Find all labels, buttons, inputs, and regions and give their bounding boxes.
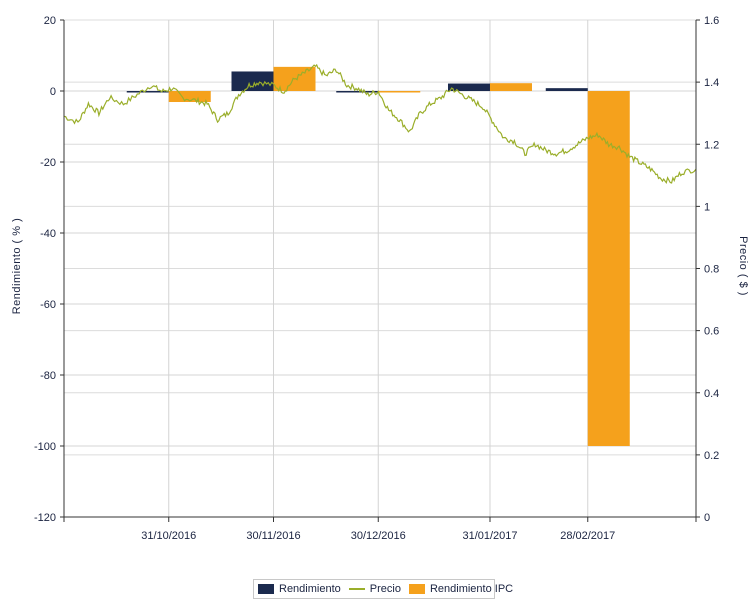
left-tick-label: 0 <box>50 86 56 98</box>
x-tick-label: 30/11/2016 <box>246 530 300 542</box>
legend-label-rendimiento-ipc: Rendimiento IPC <box>429 583 514 595</box>
right-tick-label: 1 <box>704 201 710 213</box>
price-line-layer <box>63 63 697 185</box>
right-axis-title: Precio ( $ ) <box>737 236 748 296</box>
x-axis-ticks: 31/10/2016 30/11/2016 30/12/2016 31/01/2017… <box>63 517 697 542</box>
right-tick-label: 0.4 <box>704 388 719 400</box>
legend: Rendimiento Precio Rendimiento IPC <box>253 579 513 599</box>
x-tick-label: 30/12/2016 <box>351 530 406 542</box>
price-line <box>63 63 697 185</box>
legend-label-rendimiento: Rendimiento <box>279 583 341 595</box>
bar-rendimiento-ipc <box>489 83 532 91</box>
right-tick-label: 0.2 <box>704 450 719 462</box>
left-tick-label: -100 <box>34 441 56 453</box>
x-tick-label: 28/02/2017 <box>560 530 615 542</box>
right-tick-label: 0.6 <box>704 326 719 338</box>
legend-item-rendimiento-ipc[interactable]: Rendimiento IPC <box>408 583 514 595</box>
left-tick-label: -40 <box>40 228 56 240</box>
left-tick-label: -20 <box>40 157 56 169</box>
left-axis-title: Rendimiento ( % ) <box>11 218 23 315</box>
left-tick-label: -60 <box>40 299 56 311</box>
bar-rendimiento <box>231 71 274 91</box>
right-tick-label: 0 <box>704 512 710 524</box>
right-tick-label: 1.6 <box>704 15 719 27</box>
left-axis-ticks: 20 0 -20 -40 -60 -80 -100 -120 <box>34 15 64 524</box>
right-tick-label: 1.4 <box>704 77 719 89</box>
bar-rendimiento-ipc <box>378 91 421 93</box>
bar-rendimiento-ipc <box>168 91 211 103</box>
legend-item-precio[interactable]: Precio <box>348 583 401 595</box>
bar-rendimiento <box>336 91 379 93</box>
legend-swatch-precio <box>348 588 365 590</box>
legend-swatch-rendimiento-ipc <box>408 584 425 594</box>
x-tick-label: 31/10/2016 <box>141 530 196 542</box>
right-axis-ticks: 1.6 1.4 1.2 1 0.8 0.6 0.4 0.2 0 <box>696 15 719 524</box>
bar-rendimiento <box>447 83 490 91</box>
left-tick-label: -80 <box>40 370 56 382</box>
legend-label-precio: Precio <box>369 583 401 595</box>
bars-layer <box>126 66 630 446</box>
left-tick-label: -120 <box>34 512 56 524</box>
right-tick-label: 1.2 <box>704 139 719 151</box>
bar-rendimiento <box>545 88 588 91</box>
left-tick-label: 20 <box>44 15 56 27</box>
legend-item-rendimiento[interactable]: Rendimiento <box>258 583 341 595</box>
legend-swatch-rendimiento <box>258 584 274 594</box>
bar-rendimiento-ipc <box>587 91 630 446</box>
x-tick-label: 31/01/2017 <box>462 530 517 542</box>
bar-rendimiento <box>126 91 169 93</box>
right-tick-label: 0.8 <box>704 264 719 276</box>
